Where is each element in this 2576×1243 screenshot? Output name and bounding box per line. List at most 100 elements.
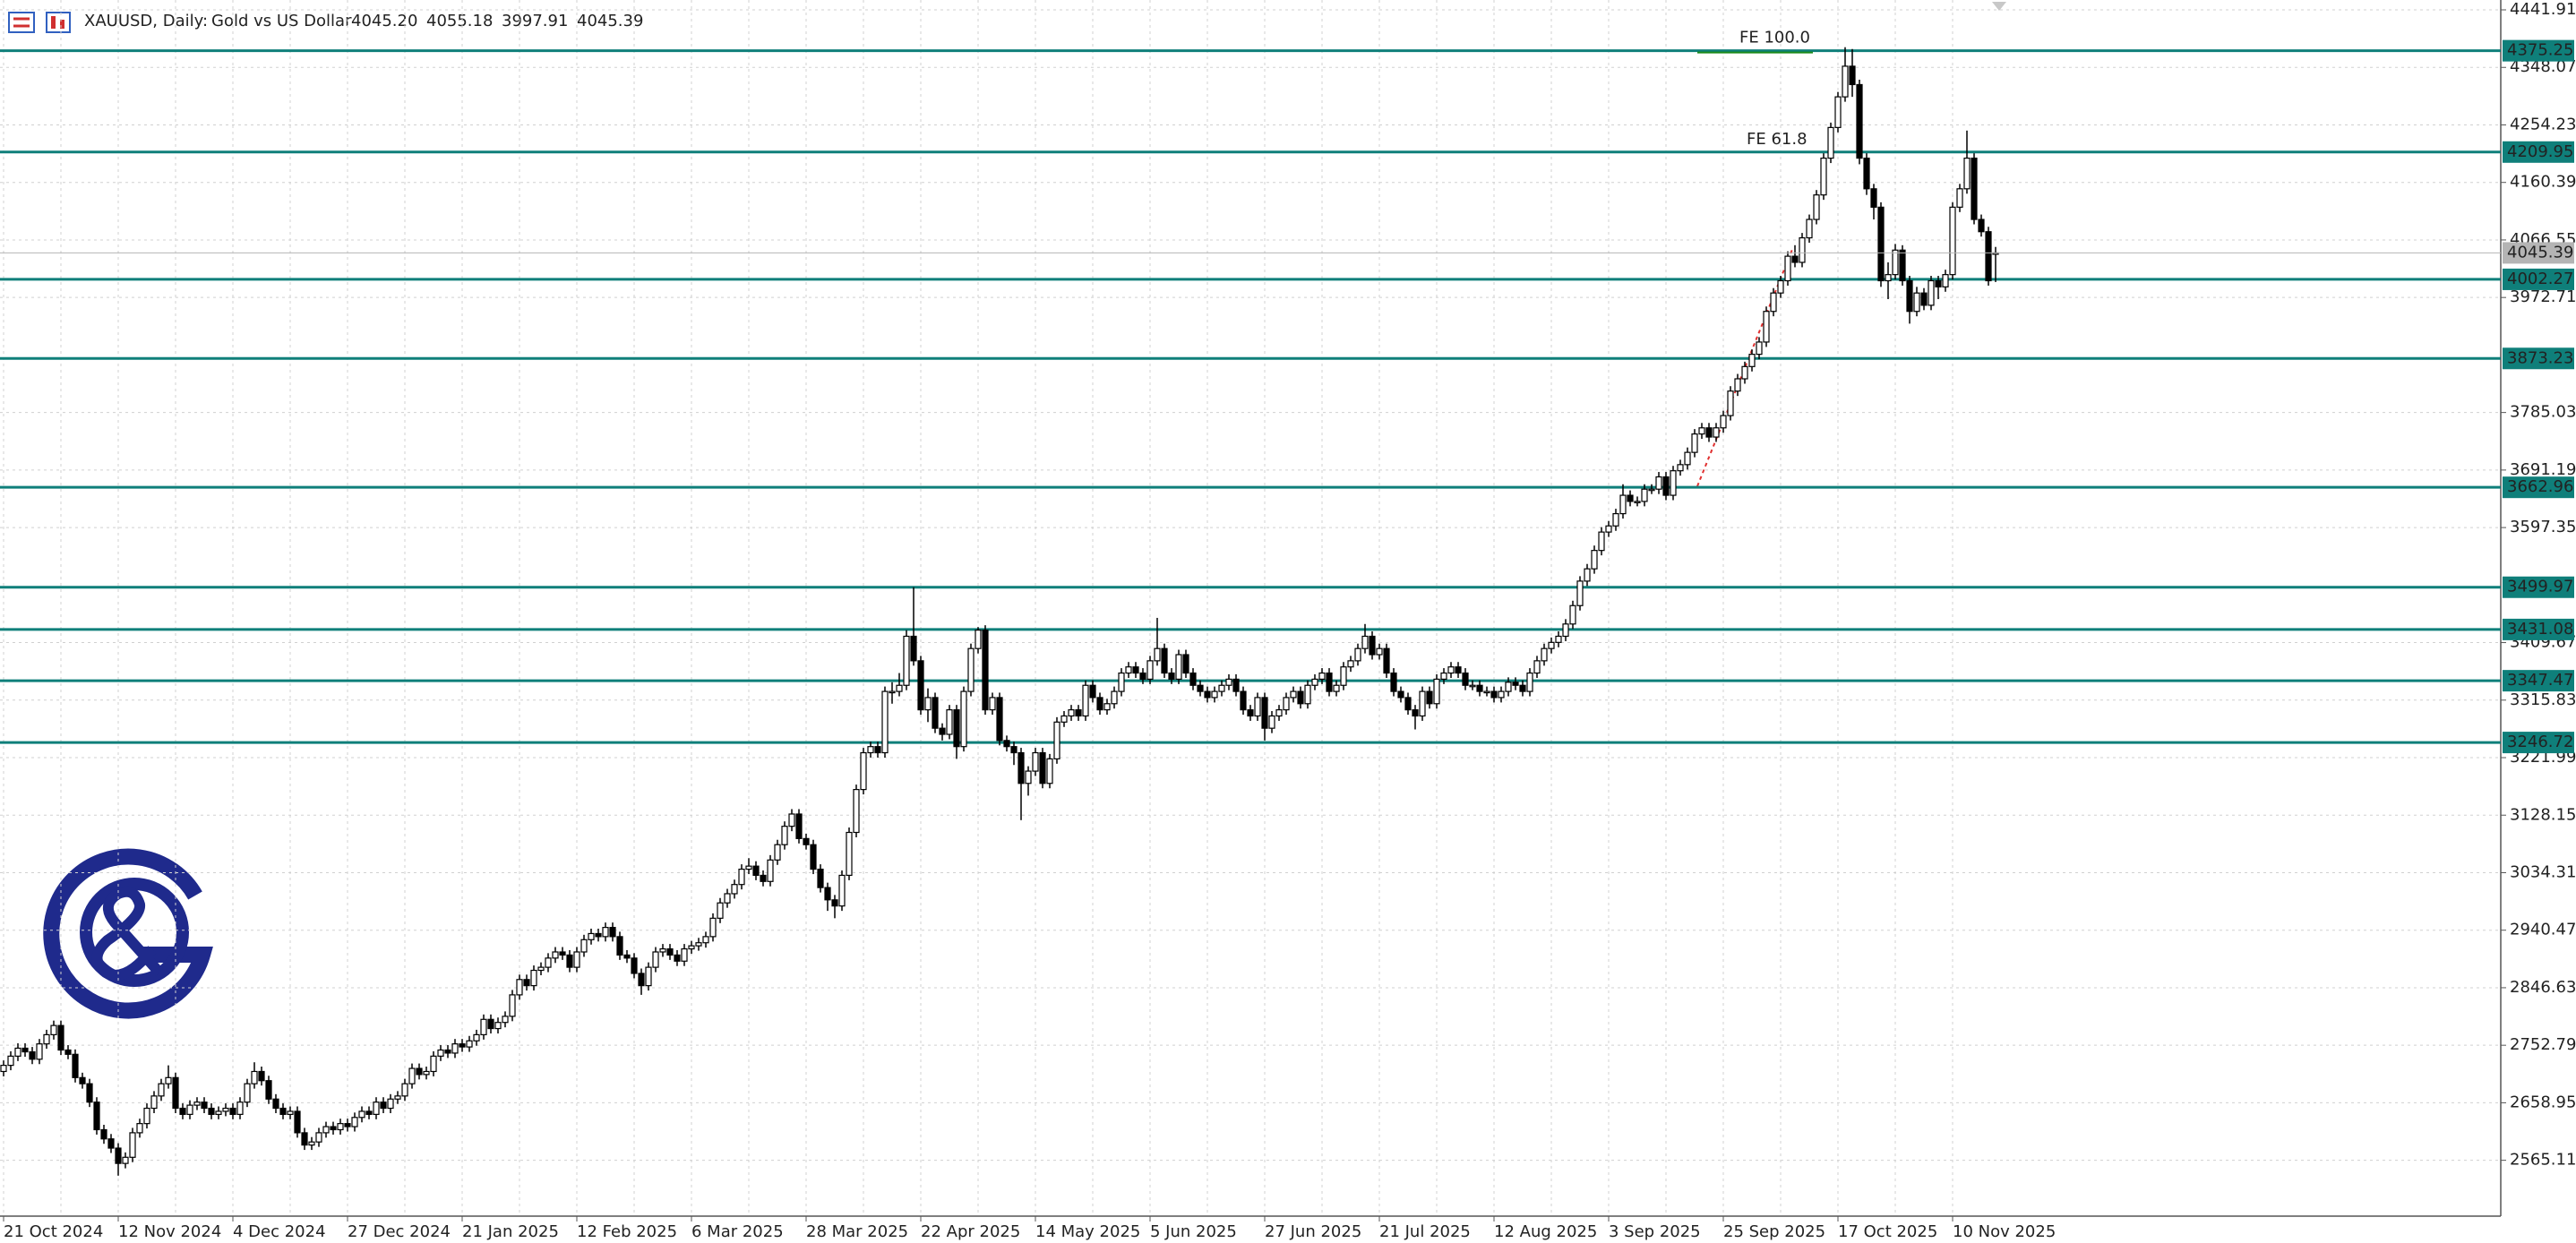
candle-body (466, 1040, 473, 1048)
candle-body (1010, 746, 1018, 754)
candle-body (588, 932, 595, 940)
candle-body (616, 936, 623, 956)
candle-body (1863, 157, 1870, 190)
candle-body (1791, 255, 1799, 263)
level-label: 3246.72 (2507, 733, 2573, 751)
x-tick-label: 28 Mar 2025 (806, 1222, 908, 1241)
candle-body (1232, 678, 1240, 692)
candle-body (1705, 427, 1713, 438)
candle-body (1526, 672, 1533, 692)
candle-body (186, 1104, 193, 1115)
candle-body (358, 1110, 365, 1119)
candle-body (1354, 647, 1361, 662)
candle-body (1483, 690, 1490, 694)
candle-body (1849, 65, 1856, 86)
candle-body (1347, 660, 1354, 668)
candle-body (889, 690, 896, 694)
candle-body (1892, 249, 1899, 276)
candle-body (1799, 236, 1806, 263)
y-tick-label: 3972.71 (2510, 287, 2576, 306)
icon-list (8, 12, 35, 33)
level-box (2503, 476, 2574, 499)
candle-body (1627, 494, 1634, 502)
x-tick-label: 27 Dec 2024 (348, 1222, 451, 1241)
candle-body (659, 947, 666, 953)
candle-body (803, 837, 810, 845)
candle-body (129, 1132, 136, 1158)
candle-body (251, 1070, 258, 1084)
level-box (2503, 670, 2574, 692)
candle-body (1834, 96, 1842, 128)
candle-body (0, 1065, 7, 1073)
y-tick-label: 3597.35 (2510, 518, 2576, 536)
candle-body (738, 868, 745, 886)
candle-body (1369, 635, 1376, 656)
candle-body (1311, 678, 1318, 686)
candle-body (322, 1126, 330, 1134)
candle-body (824, 887, 831, 901)
candle-body (344, 1123, 351, 1127)
candle-body (817, 868, 824, 888)
candle-body (494, 1022, 502, 1030)
candle-body (795, 813, 803, 839)
candle-body (709, 917, 717, 938)
candle-body (1075, 709, 1082, 717)
x-tick-label: 25 Sep 2025 (1723, 1222, 1825, 1241)
y-tick-label: 3128.15 (2510, 805, 2576, 824)
candle-body (910, 635, 917, 662)
candle-body (1397, 690, 1404, 699)
candle-body (1906, 279, 1913, 313)
candle-body (143, 1107, 150, 1125)
candle-body (1885, 274, 1892, 282)
candle-body (1455, 666, 1462, 674)
candle-body (36, 1043, 43, 1060)
candle-body (831, 899, 838, 907)
level-label: 3431.08 (2507, 620, 2573, 639)
candle-body (64, 1049, 72, 1055)
candle-body (1720, 415, 1727, 429)
x-tick-label: 21 Oct 2024 (4, 1222, 103, 1241)
candle-body (1505, 682, 1512, 692)
level-box (2503, 618, 2574, 640)
candle-body (1512, 682, 1519, 686)
candle-body (774, 844, 781, 861)
candle-body (416, 1067, 423, 1076)
candle-body (1247, 709, 1254, 717)
candle-body (1820, 157, 1827, 196)
candle-body (1440, 672, 1447, 680)
header-price: 3997.91 (502, 12, 568, 30)
candle-body (631, 957, 638, 974)
y-tick-label: 3785.03 (2510, 403, 2576, 422)
candle-body (1168, 672, 1175, 680)
candle-body (1025, 770, 1032, 784)
x-tick-label: 5 Jun 2025 (1150, 1222, 1237, 1241)
candle-body (394, 1095, 401, 1100)
candle-body (1877, 206, 1885, 282)
x-tick-label: 17 Oct 2025 (1838, 1222, 1937, 1241)
candle-body (975, 630, 982, 649)
candle-body (1383, 647, 1390, 674)
level-box (2503, 141, 2574, 163)
candle-body (1569, 604, 1576, 625)
candle-body (1641, 488, 1648, 502)
level-label: 4002.27 (2507, 270, 2573, 288)
candle-body (688, 945, 695, 950)
y-tick-label: 2565.11 (2510, 1151, 2576, 1170)
candle-body (530, 969, 537, 987)
candle-body (215, 1110, 222, 1115)
level-label: 4209.95 (2507, 142, 2573, 161)
candle-body (1913, 292, 1920, 313)
x-tick-label: 12 Nov 2024 (118, 1222, 221, 1241)
level-box (2503, 39, 2574, 62)
candle-body (982, 630, 989, 711)
y-tick-label: 3315.83 (2510, 690, 2576, 709)
candle-body (810, 844, 817, 870)
candle-body (1533, 660, 1541, 674)
x-tick-label: 12 Feb 2025 (577, 1222, 677, 1241)
candle-body (1118, 672, 1125, 692)
last-price-box (2503, 242, 2574, 264)
candle-body (57, 1024, 64, 1051)
candle-body (1684, 451, 1691, 466)
candle-body (1619, 494, 1627, 515)
candle-body (172, 1076, 179, 1110)
